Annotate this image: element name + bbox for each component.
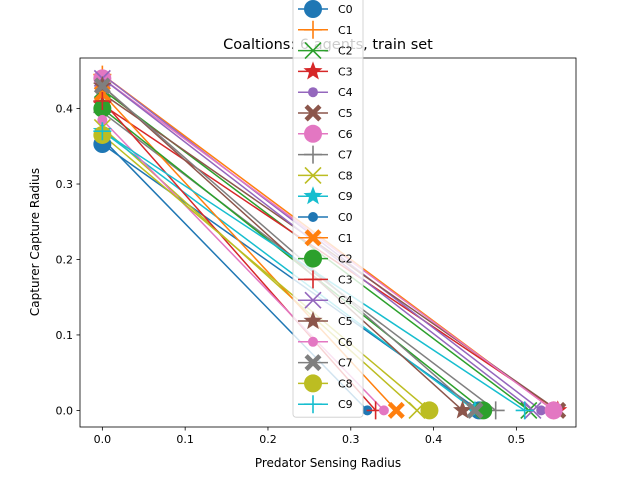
legend-marker-15 bbox=[303, 311, 323, 330]
data-point-4-1 bbox=[536, 405, 547, 416]
legend-label-19: C9 bbox=[338, 398, 353, 411]
legend-marker-2 bbox=[304, 42, 322, 60]
legend-marker-18 bbox=[304, 374, 322, 393]
legend-marker-1 bbox=[304, 20, 322, 39]
legend: C0 C1 C2 C3 C4 C5 C6 C7 C8 C9 C0 C1 C2 C3 C4 C5 C6 C7 C8 C9 bbox=[292, 0, 364, 418]
series-line-15 bbox=[101, 85, 464, 411]
legend-label-1: C1 bbox=[338, 24, 353, 37]
legend-label-17: C7 bbox=[338, 357, 353, 370]
legend-label-6: C6 bbox=[338, 128, 353, 141]
series-line-18 bbox=[101, 134, 430, 411]
legend-marker-3 bbox=[303, 61, 323, 80]
x-tick-label: 0.2 bbox=[259, 433, 277, 446]
x-tick-label: 0.4 bbox=[425, 433, 443, 446]
y-axis-label: Capturer Capture Radius bbox=[28, 168, 42, 316]
x-tick-label: 0.0 bbox=[94, 433, 112, 446]
legend-label-9: C9 bbox=[338, 190, 353, 203]
data-point-17-1 bbox=[466, 401, 484, 419]
y-tick-label: 0.4 bbox=[56, 103, 74, 116]
legend-label-14: C4 bbox=[338, 294, 353, 307]
y-tick-label: 0.2 bbox=[56, 253, 74, 266]
series-line-8 bbox=[101, 126, 418, 411]
legend-label-3: C3 bbox=[338, 65, 353, 78]
legend-marker-8 bbox=[304, 166, 322, 184]
legend-marker-17 bbox=[304, 354, 322, 372]
data-point-18-1 bbox=[420, 401, 439, 420]
legend-label-5: C5 bbox=[338, 107, 353, 120]
x-tick-label: 0.1 bbox=[176, 433, 194, 446]
legend-marker-14 bbox=[304, 291, 322, 309]
data-point-19-1 bbox=[515, 401, 534, 420]
legend-label-10: C0 bbox=[338, 211, 353, 224]
legend-label-2: C2 bbox=[338, 45, 353, 58]
legend-marker-11 bbox=[304, 229, 322, 247]
legend-marker-12 bbox=[304, 249, 322, 268]
series-line-9 bbox=[101, 130, 476, 412]
legend-marker-16 bbox=[308, 336, 318, 347]
data-point-6-1 bbox=[544, 401, 563, 420]
data-point-16-0 bbox=[97, 114, 108, 125]
y-tick-label: 0.1 bbox=[56, 329, 74, 342]
legend-label-11: C1 bbox=[338, 232, 353, 245]
legend-marker-0 bbox=[304, 0, 322, 18]
y-axis-ticks: 0.0 0.1 0.2 0.3 0.4 bbox=[56, 103, 80, 417]
legend-marker-5 bbox=[304, 104, 322, 122]
data-point-13-0 bbox=[93, 92, 112, 111]
data-point-19-0 bbox=[93, 122, 112, 141]
legend-label-0: C0 bbox=[338, 3, 353, 16]
legend-label-15: C5 bbox=[338, 315, 353, 328]
series-line-17 bbox=[101, 85, 476, 411]
legend-box bbox=[292, 0, 364, 418]
x-axis-ticks: 0.0 0.1 0.2 0.3 0.4 0.5 bbox=[94, 427, 526, 446]
legend-marker-19 bbox=[304, 395, 322, 414]
legend-marker-10 bbox=[308, 212, 318, 222]
x-tick-label: 0.3 bbox=[342, 433, 360, 446]
data-point-15-1 bbox=[453, 400, 473, 419]
legend-marker-9 bbox=[303, 186, 323, 205]
legend-marker-4 bbox=[308, 87, 318, 98]
series-markers bbox=[92, 65, 568, 420]
y-tick-label: 0.0 bbox=[56, 404, 74, 417]
x-axis-label: Predator Sensing Radius bbox=[255, 456, 401, 470]
data-point-11-1 bbox=[387, 401, 405, 419]
legend-label-18: C8 bbox=[338, 377, 353, 390]
legend-label-16: C6 bbox=[338, 336, 353, 349]
legend-label-12: C2 bbox=[338, 253, 353, 266]
legend-marker-7 bbox=[304, 145, 322, 164]
x-tick-label: 0.5 bbox=[508, 433, 526, 446]
legend-marker-6 bbox=[304, 124, 322, 143]
legend-marker-13 bbox=[304, 270, 322, 289]
data-point-17-0 bbox=[93, 77, 111, 95]
data-point-16-1 bbox=[378, 405, 389, 416]
legend-label-7: C7 bbox=[338, 149, 353, 162]
y-tick-label: 0.3 bbox=[56, 178, 74, 191]
legend-label-4: C4 bbox=[338, 86, 353, 99]
legend-label-13: C3 bbox=[338, 273, 353, 286]
legend-label-8: C8 bbox=[338, 169, 353, 182]
